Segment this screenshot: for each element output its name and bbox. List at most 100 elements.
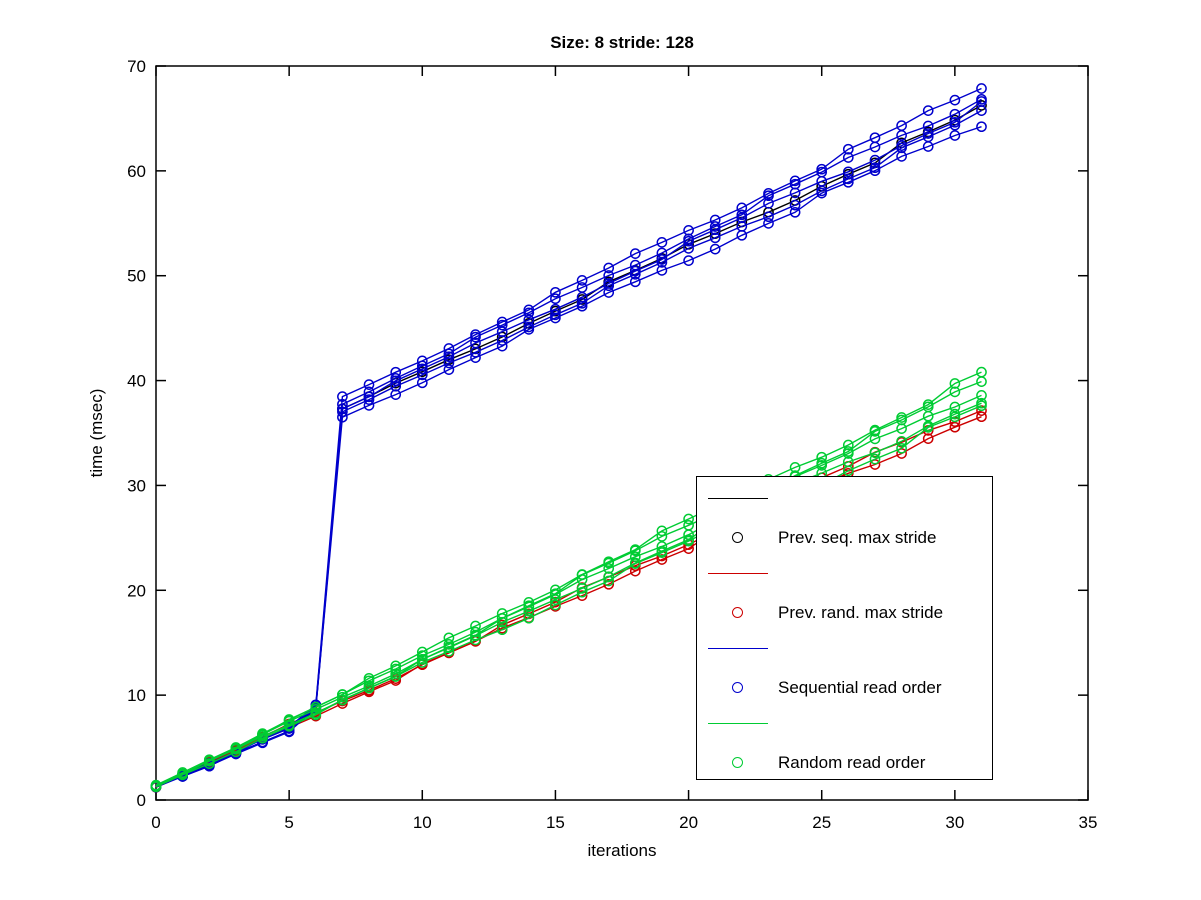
data-point-marker-icon: [656, 237, 668, 248]
x-tick-label: 35: [1079, 813, 1098, 832]
y-tick-label: 70: [127, 57, 146, 76]
legend-item-label: Sequential read order: [778, 678, 942, 697]
y-tick-label: 60: [127, 162, 146, 181]
legend-item-prev-rand-max-stride: Prev. rand. max stride: [697, 552, 992, 627]
data-point-marker-icon: [523, 304, 535, 316]
data-point-marker-icon: [550, 309, 561, 321]
data-point-marker-icon: [496, 340, 508, 352]
data-point-marker-icon: [550, 599, 561, 611]
data-point-marker-icon: [896, 120, 907, 131]
data-point-marker-icon: [230, 742, 242, 753]
data-point-marker-icon: [443, 639, 455, 650]
data-point-marker-icon: [629, 276, 641, 288]
data-point-marker-icon: [789, 206, 801, 218]
x-tick-label: 30: [945, 813, 964, 832]
data-point-marker-icon: [976, 93, 987, 105]
legend-line-sample-icon: [708, 648, 768, 649]
data-point-marker-icon: [976, 411, 987, 423]
data-point-marker-icon: [869, 132, 881, 144]
data-point-marker-icon: [629, 551, 641, 563]
data-point-marker-icon: [310, 701, 322, 713]
legend-item-label: Prev. rand. max stride: [778, 603, 944, 622]
legend-line-sample-icon: [708, 498, 768, 499]
data-point-marker-icon: [390, 660, 402, 672]
data-point-marker-icon: [656, 265, 668, 276]
data-point-marker-icon: [656, 525, 668, 537]
y-tick-label: 0: [137, 791, 146, 810]
data-point-marker-icon: [763, 211, 774, 223]
data-point-marker-icon: [869, 165, 881, 177]
data-point-marker-icon: [896, 442, 907, 454]
data-point-marker-icon: [842, 173, 854, 185]
data-point-marker-icon: [842, 439, 854, 451]
data-point-marker-icon: [869, 154, 881, 166]
data-point-marker-icon: [177, 767, 188, 778]
data-point-marker-icon: [656, 531, 668, 542]
data-point-marker-icon: [949, 386, 961, 398]
data-point-marker-icon: [496, 319, 508, 331]
data-point-marker-icon: [709, 214, 721, 226]
data-point-marker-icon: [922, 128, 934, 139]
data-point-marker-icon: [789, 462, 801, 473]
data-point-marker-icon: [150, 779, 162, 791]
data-point-marker-icon: [656, 247, 668, 259]
legend-circle-marker-icon: [732, 532, 743, 543]
legend-line-sample-icon: [708, 573, 768, 574]
data-point-marker-icon: [470, 620, 481, 632]
data-point-marker-icon: [949, 94, 961, 106]
data-point-marker-icon: [763, 198, 774, 209]
data-point-marker-icon: [763, 188, 774, 199]
data-point-marker-icon: [603, 578, 615, 590]
data-point-marker-icon: [629, 544, 641, 555]
legend-item-prev-seq-max-stride: Prev. seq. max stride: [697, 477, 992, 552]
data-point-marker-icon: [842, 143, 854, 155]
data-point-marker-icon: [550, 286, 561, 298]
data-point-marker-icon: [949, 130, 961, 141]
data-point-marker-icon: [736, 209, 748, 221]
data-point-marker-icon: [576, 297, 588, 309]
x-axis-label: iterations: [587, 841, 657, 860]
x-tick-label: 15: [546, 813, 565, 832]
legend-circle-marker-icon: [732, 607, 743, 618]
data-point-marker-icon: [603, 278, 615, 289]
data-point-marker-icon: [869, 424, 881, 436]
data-point-marker-icon: [443, 632, 455, 644]
data-point-marker-icon: [550, 293, 561, 305]
data-point-marker-icon: [257, 728, 268, 739]
legend-item-sequential-read-order: Sequential read order: [697, 627, 992, 702]
data-point-marker-icon: [416, 650, 428, 661]
data-point-marker-icon: [523, 307, 535, 319]
data-point-marker-icon: [896, 140, 907, 151]
data-point-marker-icon: [603, 571, 615, 583]
data-point-marker-icon: [550, 303, 561, 315]
data-point-marker-icon: [337, 689, 348, 700]
data-point-marker-icon: [869, 447, 881, 459]
data-point-marker-icon: [337, 694, 348, 706]
data-point-marker-icon: [576, 569, 588, 580]
data-point-marker-icon: [470, 329, 481, 340]
data-point-marker-icon: [709, 221, 721, 232]
data-point-marker-icon: [656, 554, 668, 565]
data-point-marker-icon: [922, 433, 934, 444]
data-point-marker-icon: [949, 378, 961, 389]
legend-item-random-read-order: Random read order: [697, 702, 992, 777]
data-point-marker-icon: [736, 202, 748, 214]
data-point-marker-icon: [949, 401, 961, 413]
data-point-marker-icon: [949, 108, 961, 120]
plot-box: [155, 65, 1089, 801]
data-point-marker-icon: [896, 435, 907, 447]
data-point-marker-icon: [816, 451, 828, 463]
data-point-marker-icon: [656, 541, 668, 552]
data-point-marker-icon: [842, 446, 854, 457]
data-point-marker-icon: [816, 163, 828, 175]
data-point-marker-icon: [976, 390, 987, 401]
data-point-marker-icon: [922, 399, 934, 410]
legend-item-label: Random read order: [778, 753, 926, 772]
data-point-marker-icon: [629, 265, 641, 277]
x-tick-label: 20: [679, 813, 698, 832]
data-point-marker-icon: [496, 316, 508, 328]
x-tick-label: 25: [812, 813, 831, 832]
legend-item-label: Prev. seq. max stride: [778, 528, 937, 547]
data-point-marker-icon: [576, 590, 588, 601]
